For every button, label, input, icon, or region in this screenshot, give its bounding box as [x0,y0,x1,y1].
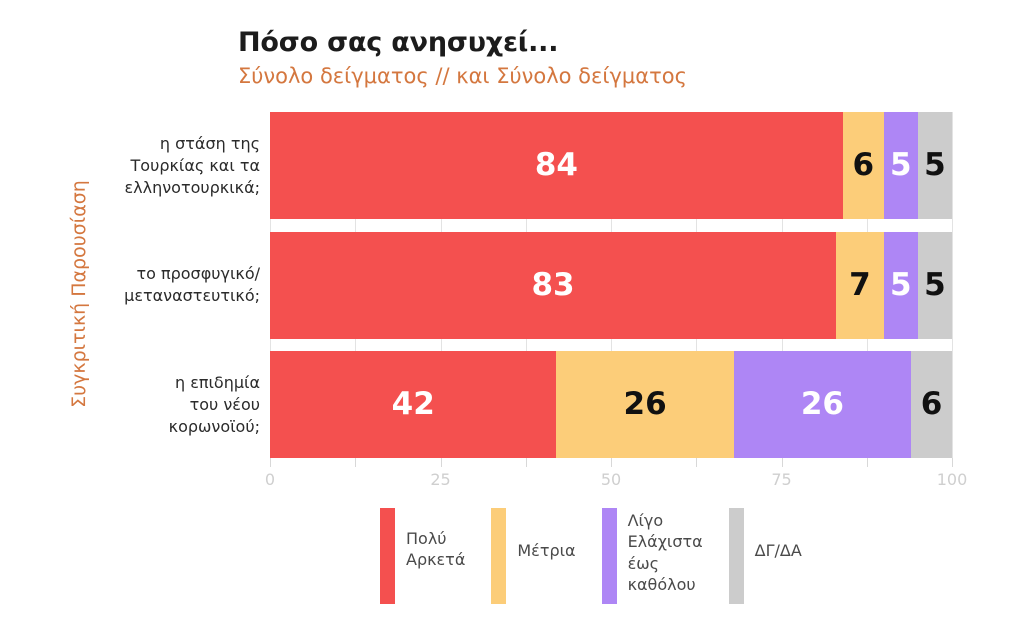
x-tick-mark [355,458,357,467]
bar-value-label: 6 [920,386,943,422]
legend-swatch [728,508,744,604]
bar-value-label: 5 [890,147,912,183]
legend-label: Λίγο Ελάχιστα έως καθόλου [627,511,703,595]
bar-row: 83 7 5 5 [270,231,952,339]
bar-segment: 26 [733,351,912,458]
bar-segment: 5 [917,112,952,219]
x-tick-mark [781,458,783,467]
legend-item[interactable]: Μέτρια [491,508,576,604]
legend-label: Μέτρια [517,541,576,560]
x-tick-mark [611,458,612,467]
bar-row: 84 6 5 5 [270,112,952,219]
legend-item[interactable]: Λίγο Ελάχιστα έως καθόλου [601,508,703,604]
legend-swatch [491,508,507,604]
x-tick-mark [952,458,953,467]
x-tick-mark [525,458,527,467]
bar-segment: 5 [883,112,918,219]
bar-segment: 84 [270,112,843,219]
category-label: η επιδημία του νέου κορωνοϊού; [168,372,260,436]
legend-label: Πολύ Αρκετά [406,529,466,570]
bar-value-label: 26 [800,386,844,422]
bar-segment: 5 [917,231,952,339]
legend: Πολύ Αρκετά Μέτρια Λίγο Ελάχιστα έως καθόλ… [380,508,828,612]
x-tick-mark [440,458,442,467]
gridline [952,112,953,458]
chart-subtitle: Σύνολο δείγματος // και Σύνολο δείγματος [238,63,687,88]
bar-segment: 83 [270,231,837,339]
legend-swatch [380,508,395,604]
bar-segment: 5 [883,231,918,339]
plot-area: PULSE ΕΡΕΥΝΕΣ RESEARCH & CONSULTING 8465… [270,112,953,458]
bar-row: 42 26 26 6 [270,351,952,458]
bar-value-label: 42 [391,386,435,422]
bar-value-label: 5 [924,266,946,303]
bar-segment: 6 [911,351,952,458]
page-title: Πόσο σας ανησυχεί... [238,27,559,58]
bar-segment: 26 [556,351,734,458]
x-tick-label: 75 [771,470,792,489]
bar-value-label: 5 [924,147,946,183]
bar-value-label: 83 [531,266,575,303]
bar-value-label: 5 [890,266,912,303]
bar-value-label: 84 [534,147,578,183]
x-tick-mark [270,458,271,467]
legend-swatch [601,508,617,604]
legend-item[interactable]: Πολύ Αρκετά [380,508,465,604]
category-label: το προσφυγικό/μεταναστευτικό; [124,263,260,305]
bar-value-label: 7 [849,266,871,303]
x-tick-label: 25 [430,470,451,489]
bar-segment: 6 [842,112,884,219]
title-block: Πόσο σας ανησυχεί... Σύνολο δείγματος //… [238,28,978,88]
x-tick-mark [696,458,698,467]
legend-label: ΔΓ/ΔΑ [754,541,802,560]
x-tick-label: 0 [264,470,276,489]
x-axis: 0 25 50 75 100 [265,458,967,492]
bar-value-label: 26 [623,386,667,422]
bar-segment: 7 [836,231,884,339]
bar-segment: 42 [270,351,557,458]
category-label: η στάση της Τουρκίας και τα ελληνοτουρκικά… [124,133,261,197]
bar-value-label: 6 [852,147,875,183]
x-tick-label: 50 [600,470,622,489]
legend-item[interactable]: ΔΓ/ΔΑ [728,508,802,604]
x-tick-label: 100 [936,470,968,489]
category-label-column: η στάση της Τουρκίας και τα ελληνοτουρκικά… [35,112,260,458]
x-tick-mark [866,458,868,467]
